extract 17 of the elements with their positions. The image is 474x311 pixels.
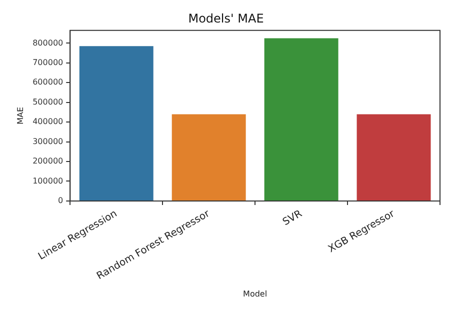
bar [356, 114, 431, 200]
y-tick-label: 400000 [32, 117, 64, 126]
chart-title: Models' MAE [188, 11, 264, 26]
y-tick-label: 500000 [32, 97, 64, 106]
y-tick-label: 200000 [32, 156, 64, 166]
y-tick-label: 300000 [32, 136, 64, 146]
bar [79, 46, 154, 200]
y-tick-label: 0 [58, 196, 64, 206]
y-tick-label: 800000 [32, 38, 64, 48]
y-tick-label: 600000 [32, 78, 64, 87]
y-axis-title: MAE [16, 106, 25, 124]
bar [172, 114, 246, 200]
y-tick-label: 700000 [32, 58, 64, 68]
x-tick-label: SVR [281, 208, 304, 228]
y-tick-label: 100000 [32, 176, 64, 186]
x-axis-title: Model [243, 289, 268, 298]
bar [264, 38, 338, 200]
